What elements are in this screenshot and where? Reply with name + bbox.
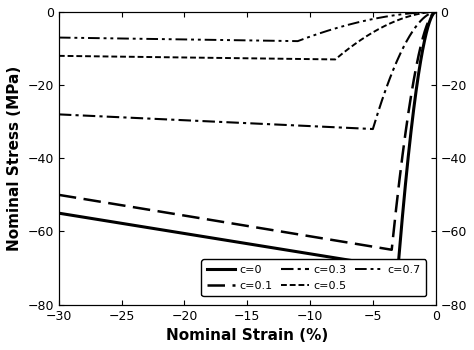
c=0.5 [385, 22, 391, 27]
Line: c=0.1: c=0.1 [59, 12, 436, 250]
c=0.7 [295, 39, 301, 43]
c=0.7 [201, 38, 206, 42]
c=0.3 [370, 127, 376, 131]
c=0.5 [56, 54, 62, 58]
c=0 [217, 237, 222, 241]
Line: c=0.5: c=0.5 [59, 12, 436, 60]
Line: c=0.7: c=0.7 [59, 12, 436, 41]
c=0.5 [433, 10, 438, 14]
X-axis label: Nominal Strain (%): Nominal Strain (%) [166, 328, 328, 343]
c=0.7 [433, 10, 438, 14]
c=0.1 [201, 217, 206, 221]
c=0 [121, 222, 127, 226]
c=0.3 [99, 114, 105, 119]
c=0.5 [332, 57, 338, 62]
c=0.1 [121, 204, 127, 208]
c=0.7 [56, 35, 62, 40]
c=0 [201, 234, 206, 239]
Line: c=0.3: c=0.3 [59, 12, 436, 129]
c=0.5 [217, 56, 222, 60]
c=0 [433, 10, 438, 14]
c=0.3 [426, 12, 431, 16]
c=0.7 [99, 36, 105, 40]
c=0 [385, 264, 391, 268]
c=0.1 [217, 219, 222, 224]
c=0.5 [121, 55, 127, 59]
c=0.1 [433, 10, 438, 14]
Legend: c=0, c=0.1, c=0.3, c=0.5, c=0.7: c=0, c=0.1, c=0.3, c=0.5, c=0.7 [201, 259, 427, 296]
c=0.5 [426, 10, 431, 14]
Y-axis label: Nominal Stress (MPa): Nominal Stress (MPa) [7, 66, 22, 251]
c=0.3 [201, 119, 206, 123]
c=0.1 [426, 19, 431, 23]
c=0 [395, 266, 401, 270]
c=0.3 [433, 10, 438, 14]
c=0 [56, 211, 62, 215]
c=0.7 [121, 36, 127, 41]
c=0.3 [56, 112, 62, 117]
c=0 [99, 218, 105, 222]
c=0.3 [217, 120, 222, 124]
c=0.3 [385, 82, 391, 86]
c=0.5 [99, 54, 105, 58]
c=0.3 [121, 116, 127, 120]
c=0.1 [56, 193, 62, 197]
c=0.7 [426, 10, 431, 14]
c=0 [426, 23, 431, 27]
c=0.1 [99, 200, 105, 204]
c=0.5 [201, 56, 206, 60]
c=0.7 [385, 14, 391, 19]
c=0.1 [385, 247, 391, 251]
Line: c=0: c=0 [59, 12, 436, 268]
c=0.7 [217, 38, 222, 42]
c=0.1 [389, 248, 394, 252]
